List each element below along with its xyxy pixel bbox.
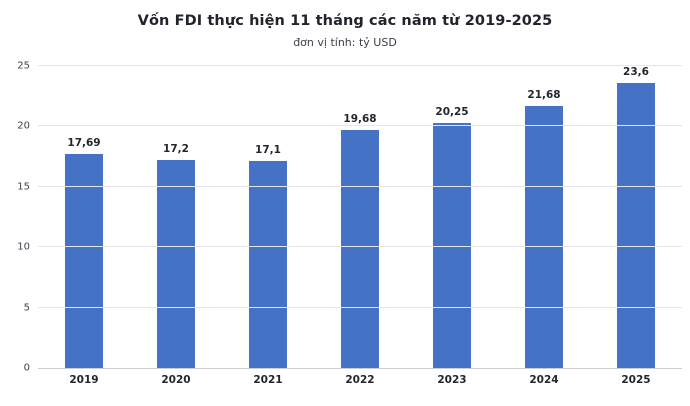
bars-row: 17,69 17,2 17,1 19,68 20,25 21,68 23,6	[38, 66, 682, 368]
y-tick-label: 0	[23, 362, 30, 374]
bar-value-label: 20,25	[435, 106, 469, 119]
bar-column: 17,69	[38, 66, 130, 368]
bar-column: 23,6	[590, 66, 682, 368]
bar	[249, 161, 287, 368]
y-tick-label: 25	[17, 60, 30, 72]
bar-column: 21,68	[498, 66, 590, 368]
bar-column: 17,1	[222, 66, 314, 368]
gridline	[38, 246, 682, 248]
x-axis-label: 2023	[437, 374, 467, 386]
x-axis-label: 2019	[69, 374, 99, 386]
x-axis-label: 2021	[253, 374, 283, 386]
bar	[157, 160, 195, 368]
plot-area: 17,69 17,2 17,1 19,68 20,25 21,68 23,6 0 5 10 15 2…	[17, 61, 682, 374]
bar	[433, 123, 471, 368]
y-tick-label: 5	[23, 302, 30, 314]
bar-value-label: 17,69	[67, 137, 101, 150]
bar	[65, 154, 103, 368]
x-axis-label: 2025	[621, 374, 651, 386]
bar-value-label: 17,2	[163, 143, 189, 156]
bar-column: 19,68	[314, 66, 406, 368]
chart-subtitle: đơn vị tính: tỷ USD	[293, 36, 397, 49]
bar	[525, 106, 563, 368]
y-tick-label: 15	[17, 181, 30, 193]
x-axis-label: 2020	[161, 374, 191, 386]
x-axis-labels: 2019 2020 2021 2022 2023 2024 2025	[38, 374, 682, 386]
y-tick-label: 10	[17, 241, 30, 253]
x-axis-label: 2024	[529, 374, 559, 386]
bar-value-label: 19,68	[343, 113, 377, 126]
bar-value-label: 21,68	[527, 89, 561, 102]
gridline	[38, 306, 682, 308]
gridline	[38, 65, 682, 66]
x-axis-label: 2022	[345, 374, 375, 386]
bar	[341, 130, 379, 368]
gridline	[38, 125, 682, 127]
chart-title: Vốn FDI thực hiện 11 tháng các năm từ 20…	[137, 13, 553, 29]
gridline	[38, 185, 682, 187]
y-tick-label: 20	[17, 120, 30, 132]
bar-column: 20,25	[406, 66, 498, 368]
bar-value-label: 23,6	[623, 66, 649, 78]
bar-value-label: 17,1	[255, 144, 281, 157]
bar-column: 17,2	[130, 66, 222, 368]
bar	[617, 83, 655, 368]
